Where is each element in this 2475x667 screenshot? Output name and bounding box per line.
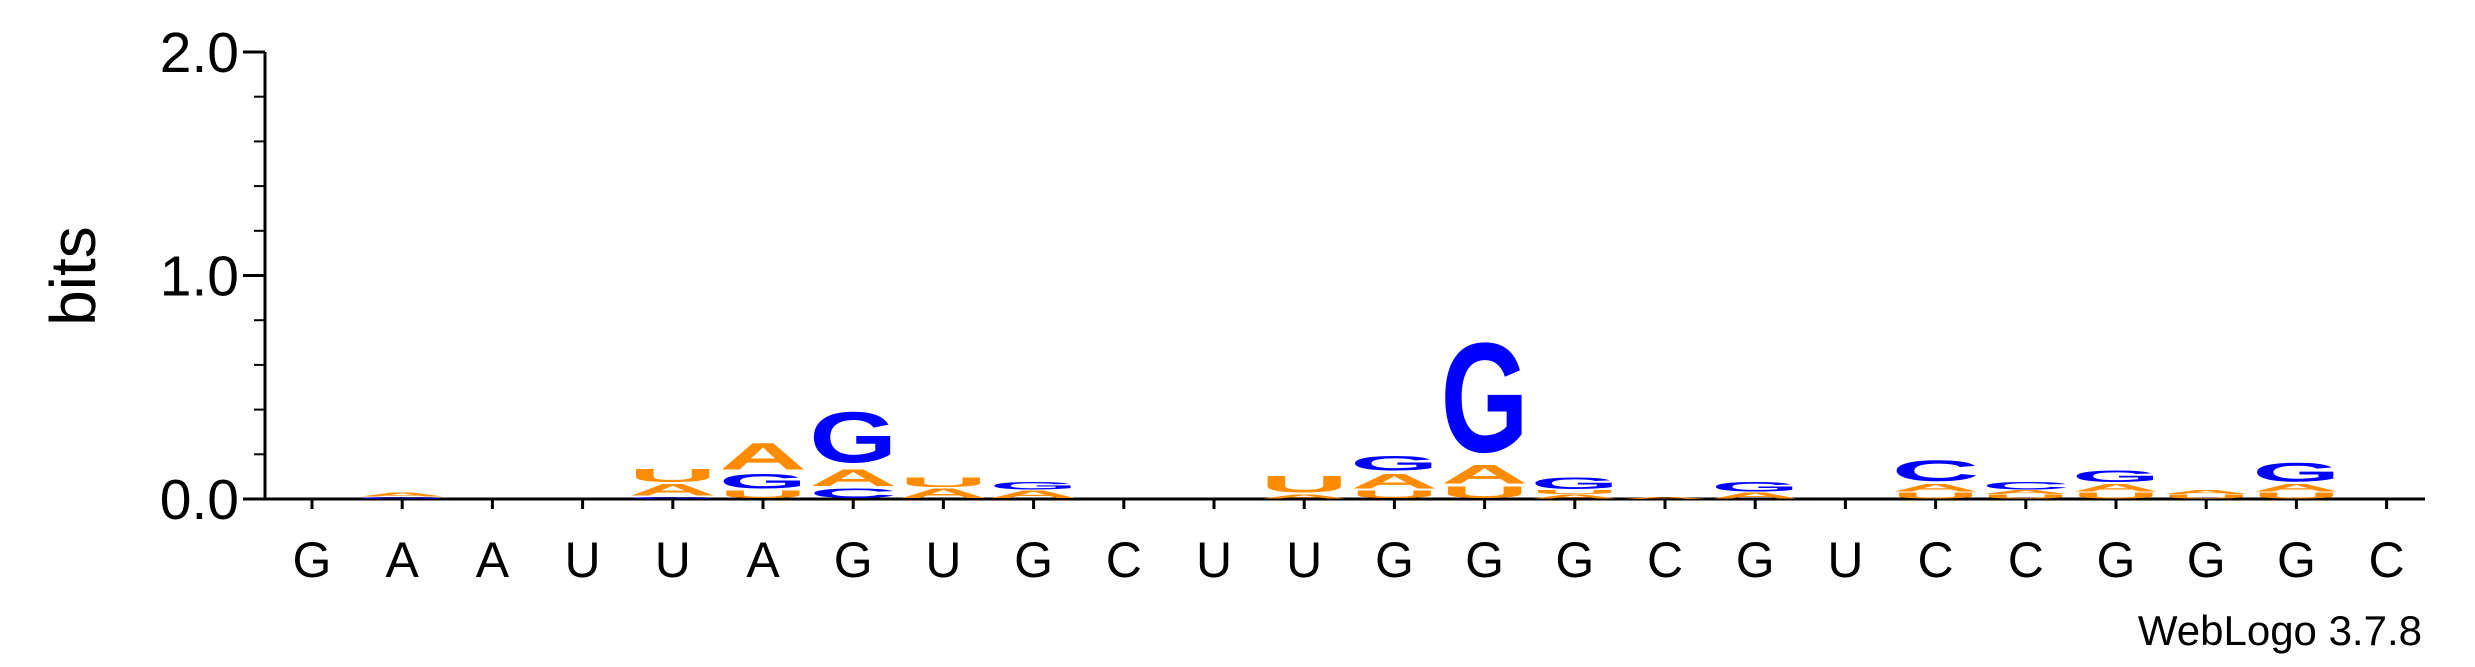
x-tick-label: U [565, 532, 601, 588]
x-tick-label: G [2097, 532, 2136, 588]
logo-letter: G [2072, 468, 2160, 486]
logo-letter: A [899, 486, 987, 501]
logo-letter: A [1982, 489, 2070, 495]
logo-letter: A [1892, 482, 1980, 494]
x-tick-label: C [2008, 532, 2044, 588]
x-tick-label: G [2187, 532, 2226, 588]
logo-letter: G [719, 469, 807, 493]
logo-letter: U [719, 489, 807, 501]
logo-letter: U [2252, 491, 2340, 500]
x-tick-label: A [476, 532, 510, 588]
x-tick-label: G [1465, 532, 1504, 588]
logo-letter: A [2252, 482, 2340, 494]
logo-letter: G [1711, 479, 1799, 494]
logo-letter: A [1621, 496, 1709, 499]
logo-letter: C [809, 486, 897, 501]
logo-letter: A [2162, 489, 2250, 495]
logo-letter: G [1531, 474, 1619, 492]
y-tick-label: 2.0 [160, 21, 239, 85]
x-tick-label: U [1827, 532, 1863, 588]
x-tick-label: C [1918, 532, 1954, 588]
x-tick-label: U [1286, 532, 1322, 588]
logo-letter: G [1350, 451, 1438, 475]
logo-letter: U [629, 465, 717, 486]
x-tick-label: A [386, 532, 420, 588]
logo-letter: C [1892, 454, 1980, 487]
x-tick-label: U [655, 532, 691, 588]
x-tick-label: G [834, 532, 873, 588]
logo-letter: A [1531, 494, 1619, 500]
logo-letter: A [1441, 459, 1529, 489]
logo-letter: U [1892, 491, 1980, 500]
logo-letter: U [1260, 471, 1348, 498]
logo-letter: U [1350, 489, 1438, 501]
x-tick-label: G [1375, 532, 1414, 588]
logo-letter: G [358, 496, 446, 499]
logo-letter: U [2072, 491, 2160, 500]
x-tick-label: C [1106, 532, 1142, 588]
logo-letter: C [1982, 480, 2070, 492]
logo-letter: G [2252, 457, 2340, 487]
y-tick-label: 0.0 [160, 468, 239, 532]
y-axis-label: bits [37, 226, 109, 326]
logo-letter: U [1982, 494, 2070, 500]
logo-letter: U [1441, 483, 1529, 501]
logo-letter: G [990, 480, 1078, 492]
logo-letter: U [1531, 489, 1619, 495]
x-tick-label: C [1647, 532, 1683, 588]
x-tick-label: C [2369, 532, 2405, 588]
logo-letter: A [809, 464, 897, 491]
footer: WebLogo 3.7.8 [2138, 607, 2422, 654]
logo-letter: U [899, 475, 987, 490]
y-tick-label: 1.0 [160, 245, 239, 309]
logo-letter: A [358, 492, 446, 498]
x-tick-label: G [2277, 532, 2316, 588]
x-tick-label: G [1736, 532, 1775, 588]
logo-letter: G [1441, 310, 1529, 485]
x-tick-label: U [925, 532, 961, 588]
logo-letter: A [1350, 469, 1438, 493]
logo-letter: A [1260, 494, 1348, 500]
logo-letter: G [809, 397, 897, 478]
logo-letter: A [1711, 491, 1799, 500]
x-tick-label: G [1014, 532, 1053, 588]
logo-letter: A [2072, 482, 2160, 494]
x-tick-label: U [1196, 532, 1232, 588]
x-tick-label: G [293, 532, 332, 588]
logo-letter: A [990, 489, 1078, 501]
logo-letter: A [719, 435, 807, 477]
x-tick-label: A [746, 532, 780, 588]
logo-letter: G [629, 496, 717, 499]
logo-letter: U [2162, 494, 2250, 500]
x-tick-label: G [1555, 532, 1594, 588]
logo-letter: A [629, 481, 717, 499]
